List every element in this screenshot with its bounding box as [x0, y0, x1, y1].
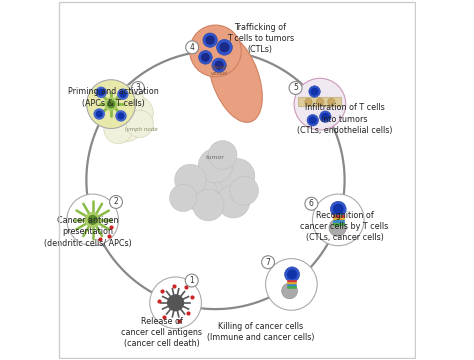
Text: 1: 1	[189, 276, 194, 285]
Circle shape	[104, 115, 133, 144]
Circle shape	[186, 41, 199, 54]
Circle shape	[96, 87, 106, 97]
Circle shape	[184, 177, 219, 212]
Circle shape	[322, 113, 328, 120]
Circle shape	[330, 201, 346, 217]
Circle shape	[309, 86, 320, 97]
Circle shape	[265, 258, 317, 310]
Circle shape	[98, 89, 104, 95]
Text: 2: 2	[114, 198, 118, 207]
Circle shape	[220, 43, 229, 51]
Circle shape	[289, 81, 302, 94]
Circle shape	[217, 40, 232, 55]
Circle shape	[202, 54, 209, 61]
Circle shape	[94, 109, 104, 119]
Circle shape	[212, 58, 226, 72]
Circle shape	[198, 148, 233, 183]
Text: 5: 5	[293, 84, 298, 93]
Circle shape	[118, 113, 124, 119]
Text: Cancer antigen
presentation
(dendritic cells/ APCs): Cancer antigen presentation (dendritic c…	[44, 216, 132, 248]
Text: lymph node: lymph node	[125, 127, 158, 132]
Circle shape	[230, 176, 258, 205]
Circle shape	[208, 172, 245, 210]
Circle shape	[294, 78, 346, 130]
Circle shape	[215, 61, 223, 69]
Text: 3: 3	[136, 84, 140, 93]
Circle shape	[329, 219, 346, 237]
Circle shape	[311, 88, 318, 95]
Circle shape	[334, 204, 343, 214]
Circle shape	[199, 50, 212, 64]
Circle shape	[126, 110, 154, 138]
Circle shape	[150, 277, 201, 329]
Circle shape	[328, 98, 335, 105]
Text: 7: 7	[265, 258, 271, 267]
Circle shape	[168, 295, 183, 311]
Circle shape	[192, 189, 224, 221]
Circle shape	[88, 216, 97, 224]
Circle shape	[219, 158, 255, 194]
Circle shape	[109, 195, 122, 208]
Text: Release of
cancer cell antigens
(cancer cell death): Release of cancer cell antigens (cancer …	[121, 317, 202, 348]
Text: Infiltration of T cells
into tumors
(CTLs, endothelial cells): Infiltration of T cells into tumors (CTL…	[297, 103, 392, 135]
Circle shape	[305, 197, 318, 210]
Circle shape	[170, 184, 197, 212]
Circle shape	[319, 111, 331, 122]
Circle shape	[116, 111, 126, 121]
Circle shape	[185, 274, 198, 287]
Circle shape	[208, 140, 237, 169]
Circle shape	[192, 160, 232, 200]
Circle shape	[174, 164, 206, 196]
Text: Recognition of
cancer cells by T cells
(CTLs, cancer cells): Recognition of cancer cells by T cells (…	[301, 211, 389, 242]
Circle shape	[131, 81, 145, 94]
Text: tumor: tumor	[206, 155, 225, 160]
Circle shape	[305, 98, 312, 105]
Circle shape	[316, 98, 324, 105]
Text: Killing of cancer cells
(Immune and cancer cells): Killing of cancer cells (Immune and canc…	[207, 322, 314, 342]
Circle shape	[206, 36, 214, 44]
Circle shape	[203, 33, 217, 47]
Circle shape	[262, 256, 274, 269]
Circle shape	[190, 25, 241, 77]
Text: Trafficking of
T cells to tumors
(CTLs): Trafficking of T cells to tumors (CTLs)	[227, 23, 294, 54]
Circle shape	[217, 185, 250, 218]
Circle shape	[307, 114, 319, 126]
Circle shape	[87, 80, 136, 129]
Circle shape	[118, 89, 128, 99]
Text: blood
vessel: blood vessel	[210, 65, 228, 76]
Circle shape	[288, 270, 296, 279]
Circle shape	[282, 283, 298, 299]
Circle shape	[96, 111, 102, 117]
Circle shape	[120, 91, 126, 97]
Circle shape	[310, 117, 316, 123]
Circle shape	[312, 194, 364, 246]
FancyBboxPatch shape	[299, 97, 341, 107]
Text: 4: 4	[190, 43, 195, 52]
Circle shape	[67, 194, 118, 246]
Circle shape	[114, 85, 144, 116]
Text: Priming and activation
(APCs & T cells): Priming and activation (APCs & T cells)	[68, 87, 159, 108]
Circle shape	[119, 96, 154, 130]
Circle shape	[85, 213, 100, 227]
Circle shape	[284, 267, 300, 282]
Text: 6: 6	[309, 199, 314, 208]
Circle shape	[106, 102, 145, 142]
Circle shape	[105, 98, 117, 110]
Ellipse shape	[208, 33, 262, 122]
Circle shape	[108, 100, 115, 108]
